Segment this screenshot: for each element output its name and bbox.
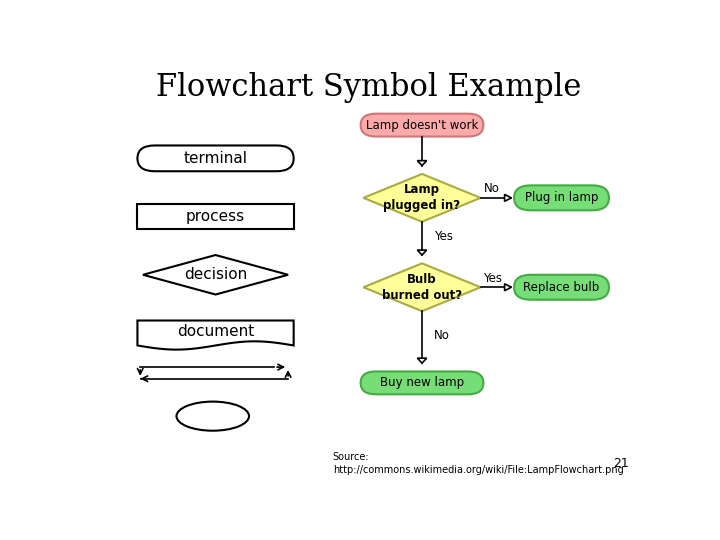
Text: Lamp
plugged in?: Lamp plugged in?: [384, 184, 461, 212]
Text: Yes: Yes: [483, 272, 503, 285]
Text: Plug in lamp: Plug in lamp: [525, 191, 598, 204]
Polygon shape: [418, 358, 427, 363]
Polygon shape: [364, 264, 481, 311]
Text: Yes: Yes: [434, 230, 454, 243]
Polygon shape: [364, 174, 481, 222]
Text: Replace bulb: Replace bulb: [523, 281, 600, 294]
Polygon shape: [143, 255, 288, 294]
Text: Bulb
burned out?: Bulb burned out?: [382, 273, 462, 302]
Text: Buy new lamp: Buy new lamp: [380, 376, 464, 389]
FancyBboxPatch shape: [361, 372, 483, 394]
Text: process: process: [186, 209, 245, 224]
Text: document: document: [177, 324, 254, 339]
FancyBboxPatch shape: [514, 275, 609, 300]
Polygon shape: [505, 194, 511, 201]
Text: No: No: [434, 329, 450, 342]
Polygon shape: [505, 284, 511, 291]
Polygon shape: [418, 160, 427, 166]
Text: Lamp doesn't work: Lamp doesn't work: [366, 119, 478, 132]
Text: decision: decision: [184, 267, 247, 282]
Text: 21: 21: [613, 457, 629, 470]
Text: Flowchart Symbol Example: Flowchart Symbol Example: [156, 72, 582, 103]
Text: No: No: [484, 182, 500, 195]
FancyBboxPatch shape: [361, 113, 483, 137]
PathPatch shape: [138, 321, 294, 349]
FancyBboxPatch shape: [514, 185, 609, 210]
FancyBboxPatch shape: [138, 145, 294, 171]
Text: terminal: terminal: [184, 151, 248, 166]
Bar: [138, 204, 294, 229]
Text: Source:
http://commons.wikimedia.org/wiki/File:LampFlowchart.png: Source: http://commons.wikimedia.org/wik…: [333, 451, 624, 475]
Polygon shape: [418, 250, 427, 255]
